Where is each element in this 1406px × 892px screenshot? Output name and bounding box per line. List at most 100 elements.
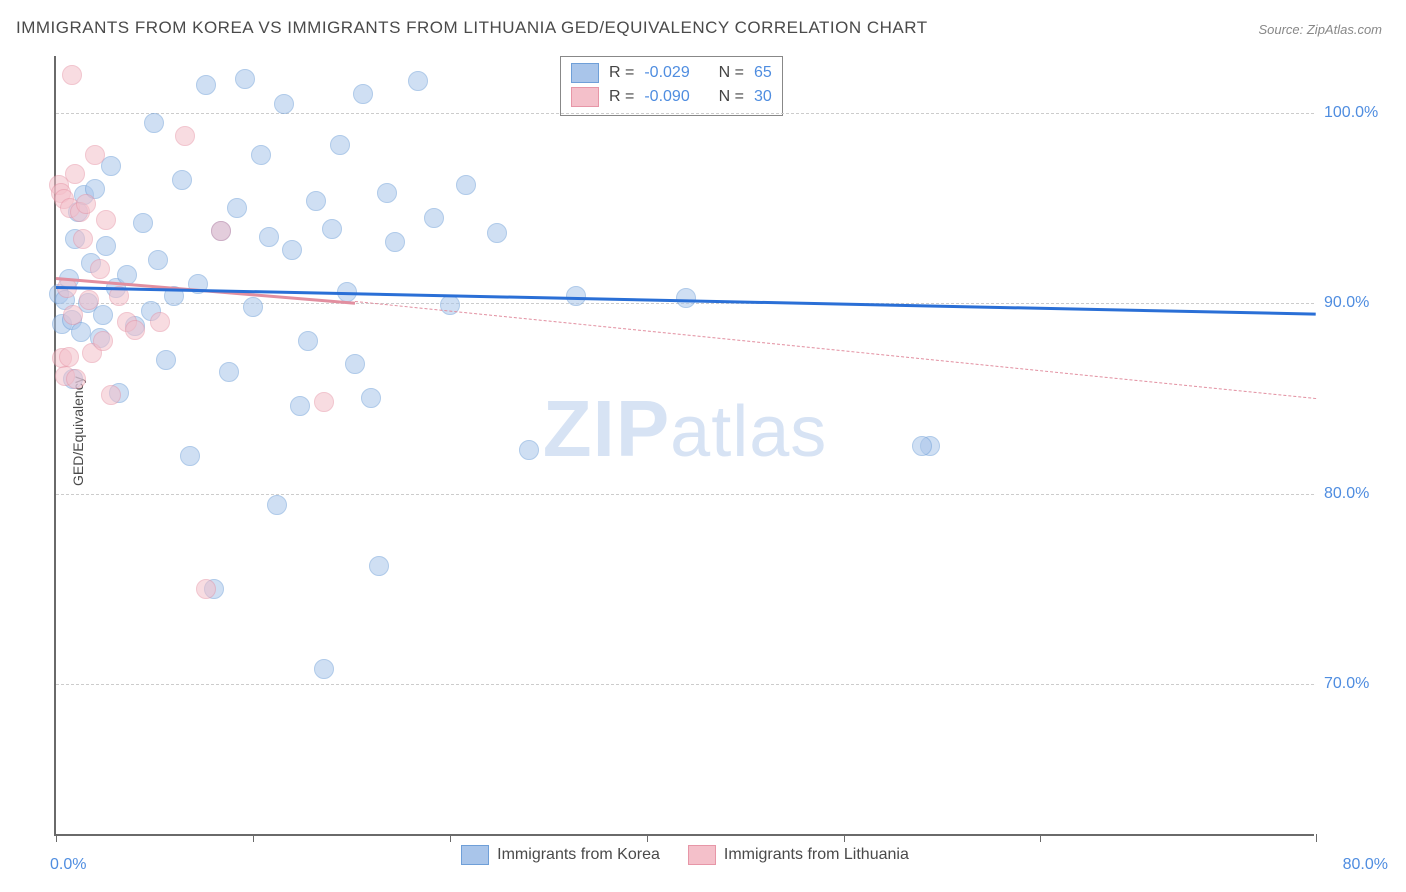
stat-r-label: R =	[609, 64, 634, 82]
stat-r-label: R =	[609, 88, 634, 106]
x-tick	[1316, 834, 1317, 842]
data-point	[290, 396, 310, 416]
data-point	[298, 331, 318, 351]
x-tick-max: 80.0%	[1343, 856, 1388, 874]
data-point	[676, 288, 696, 308]
legend-label: Immigrants from Korea	[497, 846, 660, 864]
grid-line	[56, 684, 1314, 685]
data-point	[424, 208, 444, 228]
data-point	[235, 69, 255, 89]
data-point	[282, 240, 302, 260]
legend-swatch	[688, 845, 716, 865]
legend-swatch	[571, 63, 599, 83]
source-text: Source: ZipAtlas.com	[1258, 22, 1382, 37]
data-point	[150, 312, 170, 332]
stat-n-value: 30	[754, 88, 772, 106]
data-point	[62, 65, 82, 85]
data-point	[306, 191, 326, 211]
legend-label: Immigrants from Lithuania	[724, 846, 909, 864]
plot-area: ZIPatlas R =-0.029 N =65R =-0.090 N =30 …	[54, 56, 1314, 836]
data-point	[79, 290, 99, 310]
data-point	[322, 219, 342, 239]
stat-n-label: N =	[719, 88, 744, 106]
watermark: ZIPatlas	[543, 383, 828, 475]
data-point	[456, 175, 476, 195]
legend-item: Immigrants from Korea	[461, 845, 660, 865]
x-tick	[253, 834, 254, 842]
data-point	[566, 286, 586, 306]
stat-r-value: -0.029	[644, 64, 689, 82]
data-point	[519, 440, 539, 460]
data-point	[243, 297, 263, 317]
stat-n-value: 65	[754, 64, 772, 82]
data-point	[211, 221, 231, 241]
data-point	[133, 213, 153, 233]
x-tick	[647, 834, 648, 842]
stat-n-label: N =	[719, 64, 744, 82]
x-tick	[1040, 834, 1041, 842]
data-point	[912, 436, 932, 456]
stat-r-value: -0.090	[644, 88, 689, 106]
grid-line	[56, 494, 1314, 495]
data-point	[71, 322, 91, 342]
data-point	[274, 94, 294, 114]
legend-stat-row: R = -0.090 N = 30	[571, 85, 772, 109]
series-legend: Immigrants from Korea Immigrants from Lit…	[56, 845, 1314, 870]
data-point	[59, 347, 79, 367]
x-tick	[56, 834, 57, 842]
data-point	[63, 305, 83, 325]
data-point	[314, 392, 334, 412]
legend-swatch	[571, 87, 599, 107]
data-point	[180, 446, 200, 466]
data-point	[219, 362, 239, 382]
data-point	[196, 579, 216, 599]
data-point	[101, 385, 121, 405]
data-point	[259, 227, 279, 247]
trend-line	[355, 301, 1316, 399]
legend-stat-row: R = -0.029 N = 65	[571, 61, 772, 85]
data-point	[345, 354, 365, 374]
data-point	[251, 145, 271, 165]
data-point	[144, 113, 164, 133]
y-tick-label: 90.0%	[1324, 294, 1384, 312]
data-point	[314, 659, 334, 679]
data-point	[227, 198, 247, 218]
data-point	[148, 250, 168, 270]
data-point	[361, 388, 381, 408]
data-point	[156, 350, 176, 370]
data-point	[369, 556, 389, 576]
chart-title: IMMIGRANTS FROM KOREA VS IMMIGRANTS FROM…	[16, 18, 928, 38]
legend-stats-box: R = -0.029 N = 65 R = -0.090 N = 30	[560, 56, 783, 116]
legend-swatch	[461, 845, 489, 865]
data-point	[125, 320, 145, 340]
data-point	[65, 164, 85, 184]
data-point	[90, 259, 110, 279]
data-point	[66, 369, 86, 389]
y-tick-label: 80.0%	[1324, 485, 1384, 503]
data-point	[267, 495, 287, 515]
y-tick-label: 100.0%	[1324, 104, 1384, 122]
y-tick-label: 70.0%	[1324, 675, 1384, 693]
x-tick	[844, 834, 845, 842]
y-axis-label: GED/Equivalency	[70, 376, 86, 486]
data-point	[172, 170, 192, 190]
data-point	[385, 232, 405, 252]
data-point	[175, 126, 195, 146]
data-point	[76, 194, 96, 214]
data-point	[353, 84, 373, 104]
x-tick	[450, 834, 451, 842]
legend-item: Immigrants from Lithuania	[688, 845, 909, 865]
data-point	[408, 71, 428, 91]
data-point	[93, 305, 113, 325]
data-point	[96, 236, 116, 256]
grid-line	[56, 113, 1314, 114]
data-point	[487, 223, 507, 243]
data-point	[73, 229, 93, 249]
x-tick-min: 0.0%	[50, 856, 86, 874]
data-point	[196, 75, 216, 95]
data-point	[330, 135, 350, 155]
data-point	[377, 183, 397, 203]
data-point	[93, 331, 113, 351]
data-point	[85, 145, 105, 165]
data-point	[96, 210, 116, 230]
